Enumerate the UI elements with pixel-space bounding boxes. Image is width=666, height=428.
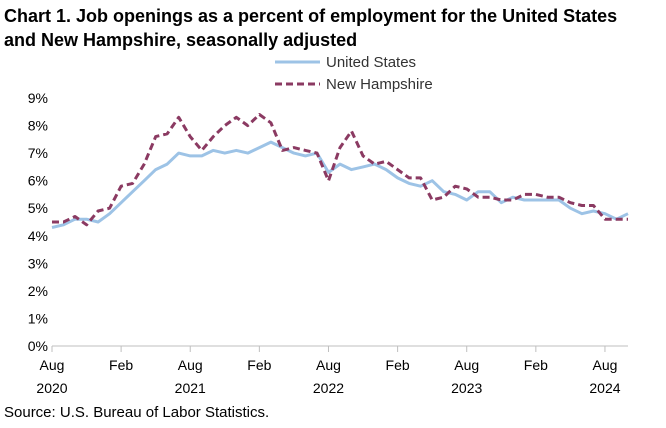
x-tick-month: Aug xyxy=(178,357,203,373)
x-tick-month: Feb xyxy=(109,357,133,373)
y-tick-label: 7% xyxy=(28,145,48,161)
x-tick-year: 2024 xyxy=(589,380,620,396)
y-tick-label: 8% xyxy=(28,118,48,134)
x-tick-year: 2020 xyxy=(36,380,67,396)
x-tick-month: Aug xyxy=(316,357,341,373)
x-axis: Aug 2020 Feb Aug 2021 Feb Aug 2022 Feb Aug 2023 Feb… xyxy=(36,346,621,396)
series-line-new-hampshire xyxy=(52,113,628,227)
x-tick-month: Aug xyxy=(592,357,617,373)
plot-area: Aug 2020 Feb Aug 2021 Feb Aug 2022 Feb Aug 2023 Feb… xyxy=(36,113,629,396)
y-tick-label: 4% xyxy=(28,228,48,244)
legend-label-united-states: United States xyxy=(326,54,416,71)
y-tick-label: 2% xyxy=(28,283,48,299)
chart-title: Chart 1. Job openings as a percent of em… xyxy=(4,6,618,50)
x-tick-month: Aug xyxy=(40,357,65,373)
x-tick-month: Aug xyxy=(454,357,479,373)
y-tick-label: 3% xyxy=(28,255,48,271)
x-tick-year: 2022 xyxy=(313,380,344,396)
legend-label-new-hampshire: New Hampshire xyxy=(326,76,433,93)
x-tick-month: Feb xyxy=(247,357,271,373)
y-tick-label: 5% xyxy=(28,200,48,216)
series-line-united-states xyxy=(51,140,629,229)
x-tick-month: Feb xyxy=(524,357,548,373)
series-lines xyxy=(51,113,629,229)
legend: United States New Hampshire xyxy=(275,54,433,93)
x-tick-year: 2023 xyxy=(451,380,482,396)
y-tick-label: 6% xyxy=(28,173,48,189)
y-axis: 0% 1% 2% 3% 4% 5% 6% 7% 8% 9% xyxy=(28,90,48,354)
source-note: Source: U.S. Bureau of Labor Statistics. xyxy=(4,404,270,421)
y-tick-label: 0% xyxy=(28,338,48,354)
x-tick-month: Feb xyxy=(386,357,410,373)
y-tick-label: 9% xyxy=(28,90,48,106)
y-tick-label: 1% xyxy=(28,310,48,326)
x-tick-year: 2021 xyxy=(175,380,206,396)
